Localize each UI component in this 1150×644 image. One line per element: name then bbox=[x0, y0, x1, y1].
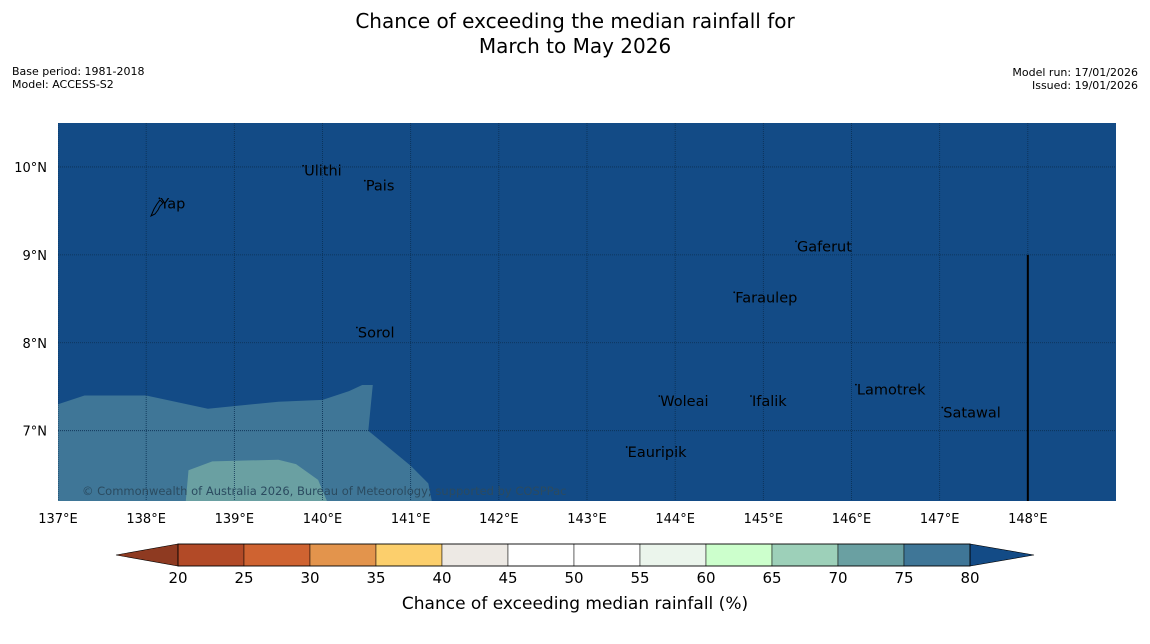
lon-tick-label: 138°E bbox=[126, 512, 166, 527]
colorbar-label: Chance of exceeding median rainfall (%) bbox=[401, 594, 749, 614]
colorbar-tick-label: 25 bbox=[234, 569, 253, 587]
colorbar-tick-label: 80 bbox=[960, 569, 979, 587]
lon-tick-label: 142°E bbox=[479, 512, 519, 527]
colorbar-tick-label: 55 bbox=[630, 569, 649, 587]
colorbar-tick-label: 75 bbox=[894, 569, 913, 587]
meta-left: Base period: 1981-2018 Model: ACCESS-S2 bbox=[12, 65, 144, 91]
lon-tick-label: 137°E bbox=[38, 512, 78, 527]
lat-tick-label: 10°N bbox=[14, 161, 47, 176]
colorbar-swatch bbox=[441, 543, 509, 567]
lon-tick-label: 144°E bbox=[655, 512, 695, 527]
colorbar-swatch bbox=[639, 543, 707, 567]
place-label: Pais bbox=[366, 179, 395, 195]
colorbar-swatch bbox=[903, 543, 971, 567]
map-title-line1: Chance of exceeding the median rainfall … bbox=[355, 9, 795, 33]
colorbar-tick-label: 65 bbox=[762, 569, 781, 587]
lat-tick-label: 8°N bbox=[23, 337, 48, 352]
colorbar-tick-label: 70 bbox=[828, 569, 847, 587]
place-marker bbox=[941, 406, 944, 409]
base-period-text: Base period: 1981-2018 bbox=[12, 65, 145, 78]
colorbar: 20 25 30 35 40 45 50 55 60 65 70 75 80 bbox=[115, 543, 1035, 587]
place-marker bbox=[855, 383, 857, 386]
place-label: Eauripik bbox=[628, 445, 687, 461]
place-marker bbox=[363, 179, 366, 182]
place-label: Ifalik bbox=[752, 394, 787, 410]
place-marker bbox=[658, 395, 661, 397]
issued-text: Issued: 19/01/2026 bbox=[1031, 79, 1138, 92]
region-70-75 bbox=[58, 385, 432, 501]
colorbar-swatch bbox=[837, 543, 905, 567]
colorbar-tick-label: 60 bbox=[696, 569, 715, 587]
yap-island-shape bbox=[150, 199, 164, 218]
longitude-tick-labels: 137°E 138°E 139°E 140°E 141°E 142°E 143°E 144°E… bbox=[38, 512, 1047, 527]
lat-tick-label: 7°N bbox=[23, 425, 48, 440]
lon-tick-label: 148°E bbox=[1008, 512, 1048, 527]
lon-tick-label: 147°E bbox=[920, 512, 960, 527]
colorbar-swatch bbox=[771, 543, 839, 567]
model-run-text: Model run: 17/01/2026 bbox=[1012, 66, 1138, 79]
colorbar-tick-label: 20 bbox=[168, 569, 187, 587]
lon-tick-label: 146°E bbox=[832, 512, 872, 527]
place-label: Sorol bbox=[358, 325, 395, 341]
lat-tick-label: 9°N bbox=[23, 249, 48, 264]
colorbar-swatch bbox=[573, 543, 641, 567]
place-label: Woleai bbox=[660, 394, 708, 410]
probability-regions bbox=[58, 385, 432, 501]
place-labels: Ulithi Pais Yap Gaferut Faraulep Sorol Lamotre… bbox=[158, 164, 1001, 461]
lon-tick-label: 145°E bbox=[744, 512, 784, 527]
colorbar-over-arrow bbox=[969, 543, 1035, 567]
place-marker bbox=[158, 197, 161, 200]
model-text: Model: ACCESS-S2 bbox=[12, 78, 114, 91]
place-label: Lamotrek bbox=[857, 383, 926, 399]
colorbar-swatch bbox=[375, 543, 443, 567]
colorbar-tick-label: 30 bbox=[300, 569, 319, 587]
place-label: Ulithi bbox=[304, 164, 342, 180]
lon-tick-label: 139°E bbox=[215, 512, 255, 527]
colorbar-tick-label: 40 bbox=[432, 569, 451, 587]
colorbar-under-arrow bbox=[115, 543, 179, 567]
meta-right: Model run: 17/01/2026 Issued: 19/01/2026 bbox=[1012, 66, 1138, 92]
place-label: Satawal bbox=[943, 405, 1000, 421]
place-marker bbox=[750, 395, 752, 397]
colorbar-swatch bbox=[705, 543, 773, 567]
place-marker bbox=[355, 326, 358, 329]
place-marker bbox=[302, 164, 305, 167]
place-marker bbox=[795, 240, 797, 243]
colorbar-frame bbox=[177, 543, 971, 567]
place-marker bbox=[733, 291, 736, 294]
place-marker bbox=[625, 446, 628, 448]
colorbar-tick-label: 45 bbox=[498, 569, 517, 587]
colorbar-swatch bbox=[507, 543, 575, 567]
map-title: Chance of exceeding the median rainfall … bbox=[0, 9, 1150, 59]
place-label: Gaferut bbox=[797, 239, 852, 255]
place-label: Yap bbox=[159, 196, 185, 212]
lon-tick-label: 141°E bbox=[391, 512, 431, 527]
place-label: Faraulep bbox=[735, 290, 797, 306]
colorbar-swatch bbox=[243, 543, 311, 567]
colorbar-tick-label: 35 bbox=[366, 569, 385, 587]
lon-tick-label: 143°E bbox=[567, 512, 607, 527]
colorbar-swatch bbox=[177, 543, 245, 567]
lon-tick-label: 140°E bbox=[303, 512, 343, 527]
colorbar-swatch bbox=[309, 543, 377, 567]
credit-text: © Commonwealth of Australia 2026, Bureau… bbox=[82, 484, 566, 498]
map-title-line2: March to May 2026 bbox=[478, 34, 672, 58]
colorbar-tick-label: 50 bbox=[564, 569, 583, 587]
region-65-70 bbox=[185, 459, 327, 501]
latitude-tick-labels: 10°N 9°N 8°N 7°N bbox=[14, 161, 47, 440]
